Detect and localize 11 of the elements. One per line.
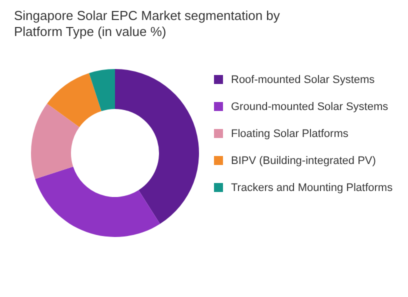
donut-slice xyxy=(47,73,102,128)
legend-label: Ground-mounted Solar Systems xyxy=(231,100,388,115)
donut-slice xyxy=(31,104,80,179)
donut-slice xyxy=(115,69,199,224)
legend-label: Floating Solar Platforms xyxy=(231,127,348,142)
legend-label: BIPV (Building-integrated PV) xyxy=(231,154,376,169)
chart-title: Singapore Solar EPC Market segmentation by Platform Type (in value %) xyxy=(14,8,281,40)
legend-label: Roof-mounted Solar Systems xyxy=(231,73,375,88)
donut-slice xyxy=(35,166,160,237)
donut-slice xyxy=(89,69,115,112)
legend-label: Trackers and Mounting Platforms xyxy=(231,181,393,196)
